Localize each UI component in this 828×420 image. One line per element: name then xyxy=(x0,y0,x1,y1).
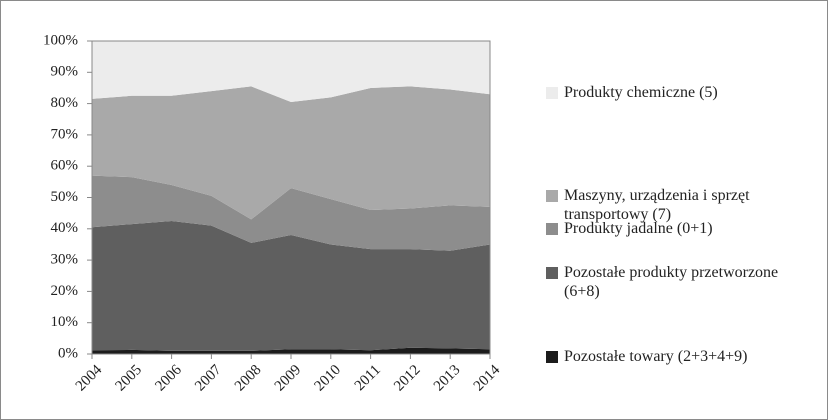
y-tick-label: 40% xyxy=(51,220,79,236)
x-tick-label: 2005 xyxy=(113,362,146,395)
y-tick-label: 30% xyxy=(51,252,79,268)
legend-swatch xyxy=(546,267,558,279)
y-tick-label: 0% xyxy=(58,345,78,361)
x-tick-label: 2009 xyxy=(272,362,305,395)
x-tick-label: 2006 xyxy=(152,362,185,395)
legend-swatch xyxy=(546,351,558,363)
legend-swatch xyxy=(546,190,558,202)
legend-label: Produkty jadalne (0+1) xyxy=(564,220,713,237)
area xyxy=(92,41,490,103)
legend-item: Maszyny, urządzenia i sprzęt transportow… xyxy=(546,186,801,224)
y-tick-label: 100% xyxy=(43,32,78,48)
legend-label: Produkty chemiczne (5) xyxy=(564,84,718,101)
area xyxy=(92,86,490,220)
y-tick-label: 60% xyxy=(51,158,79,174)
area xyxy=(92,220,490,351)
y-tick-label: 70% xyxy=(51,126,79,142)
legend-label: Pozostałe produkty przetworzone (6+8) xyxy=(564,264,779,300)
legend-item: Pozostałe produkty przetworzone (6+8) xyxy=(546,263,801,301)
legend-swatch xyxy=(546,87,558,99)
y-tick-label: 80% xyxy=(51,95,79,111)
legend-label: Pozostałe towary (2+3+4+9) xyxy=(564,348,748,365)
y-tick-label: 20% xyxy=(51,283,79,299)
legend-item: Pozostałe towary (2+3+4+9) xyxy=(546,347,801,366)
x-tick-label: 2012 xyxy=(391,362,424,395)
x-tick-label: 2010 xyxy=(312,362,345,395)
y-tick-label: 90% xyxy=(51,64,79,80)
x-tick-label: 2004 xyxy=(73,362,106,395)
y-tick-label: 50% xyxy=(51,189,79,205)
legend-swatch xyxy=(546,223,558,235)
area xyxy=(92,175,490,251)
legend-item: Produkty chemiczne (5) xyxy=(546,83,801,102)
legend-item: Produkty jadalne (0+1) xyxy=(546,219,801,238)
area xyxy=(92,347,490,354)
x-tick-label: 2013 xyxy=(431,362,464,395)
legend-label: Maszyny, urządzenia i sprzęt transportow… xyxy=(564,187,750,223)
y-tick-label: 10% xyxy=(51,314,79,330)
x-tick-label: 2007 xyxy=(192,362,225,395)
x-tick-label: 2014 xyxy=(471,362,504,395)
x-tick-label: 2011 xyxy=(352,362,384,394)
x-tick-label: 2008 xyxy=(232,362,265,395)
